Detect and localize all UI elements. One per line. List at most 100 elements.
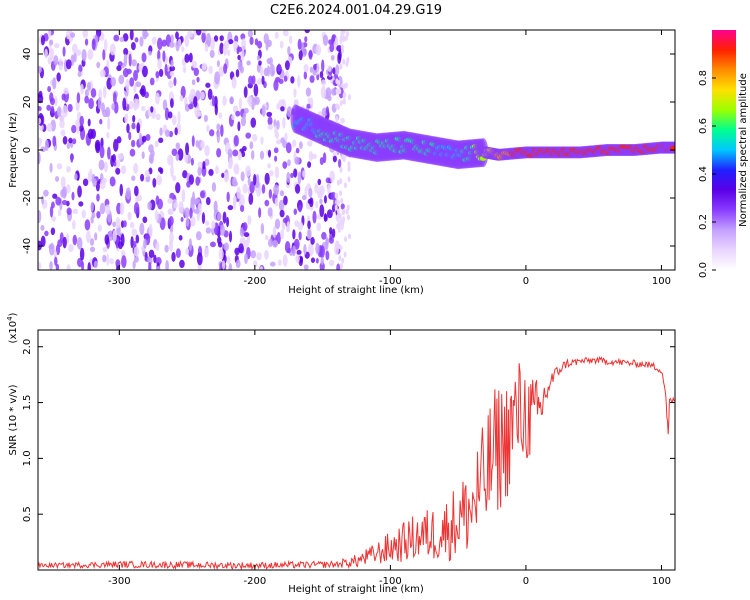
spectrogram-speckle (193, 208, 200, 214)
spectrogram-speckle (171, 251, 176, 262)
spectrogram-speckle (325, 177, 331, 184)
spectrogram-speckle (119, 202, 125, 215)
spectrogram-speckle (335, 64, 340, 76)
colorbar-scale (712, 30, 736, 270)
spectrogram-speckle (305, 87, 312, 97)
spectrogram-speckle (68, 243, 74, 253)
spectrogram-speckle (268, 188, 273, 199)
spectrogram-speckle (341, 47, 345, 54)
spectrogram-speckle (292, 229, 296, 240)
spectrogram-speckle (204, 145, 210, 157)
spectrogram-speckle (190, 157, 194, 166)
spectrogram-speckle (332, 67, 336, 75)
spectrogram-speckle (54, 176, 60, 182)
spectrogram-speckle (288, 35, 293, 44)
spectrogram-speckle (129, 77, 135, 87)
spectrogram-speckle (47, 86, 52, 93)
spectrogram-speckle (135, 234, 140, 244)
spectrogram-speckle (222, 95, 227, 106)
spectrogram-speckle (263, 33, 269, 45)
spectrogram-speckle (220, 124, 224, 137)
spectrogram-speckle (167, 198, 173, 204)
spectrogram-speckle (216, 147, 222, 158)
spectrogram-speckle (277, 63, 282, 72)
snr-frame (37, 329, 676, 571)
spectrogram-speckle (275, 139, 282, 145)
spectrogram-speckle (50, 105, 55, 114)
spectrogram-speckle (177, 110, 181, 124)
spectrogram-speckle (138, 132, 143, 145)
spectrogram-ytick-label: 0 (22, 147, 33, 153)
spectrogram-speckle (243, 107, 249, 114)
spectrogram-speckle (184, 207, 190, 218)
spectrogram-speckle (158, 137, 164, 144)
spectrogram-speckle (249, 141, 254, 150)
spectrogram-speckle (188, 52, 193, 63)
spectrogram-speckle (216, 130, 220, 144)
spectrogram-speckle (310, 237, 315, 245)
spectrogram-speckle (87, 128, 94, 140)
spectrogram-speckle (52, 193, 58, 199)
spectrogram-speckle (221, 172, 225, 178)
spectrogram-speckle (346, 214, 350, 221)
spectrogram-speckle (208, 65, 213, 75)
spectrogram-speckle (339, 178, 343, 185)
spectrogram-speckle (118, 74, 125, 85)
spectrogram-speckle (223, 242, 229, 252)
spectrogram-speckle (131, 59, 137, 67)
spectrogram-speckle (195, 30, 202, 36)
spectrogram-speckle (185, 142, 190, 156)
spectrogram-speckle (219, 35, 224, 42)
spectrogram-speckle (131, 228, 138, 237)
spectrogram-speckle (57, 209, 62, 217)
spectrogram-speckle (347, 233, 351, 240)
spectrogram-speckle (165, 260, 169, 270)
spectrogram-speckle (337, 158, 342, 168)
spectrogram-speckle (241, 38, 247, 51)
spectrogram-speckle (315, 201, 319, 209)
spectrogram-speckle (79, 115, 84, 127)
spectrogram-speckle (72, 138, 77, 145)
spectrogram-speckle (47, 56, 53, 65)
spectrogram-speckle (336, 223, 340, 230)
spectrogram-speckle (84, 89, 89, 97)
spectrogram-speckle (136, 122, 141, 134)
spectrogram-speckle (342, 216, 346, 223)
spectrogram-speckle (334, 199, 341, 206)
spectrogram-speckle (47, 30, 52, 39)
spectrogram-speckle (210, 241, 216, 248)
spectrogram-speckle (258, 60, 262, 66)
spectrogram-speckle (84, 219, 91, 231)
spectrogram-speckle (94, 232, 98, 241)
spectrogram-speckle (57, 239, 63, 248)
spectrogram-speckle (256, 252, 262, 261)
spectrogram-speckle (133, 69, 139, 82)
colorbar-tick-label: 0.2 (698, 214, 709, 230)
snr-ytick-label: 1.0 (22, 450, 33, 466)
spectrogram-speckle (51, 216, 57, 222)
spectrogram-speckle (250, 150, 255, 160)
spectrogram-speckle (336, 208, 340, 215)
spectrogram-speckle (254, 96, 260, 105)
spectrogram-speckle (104, 234, 110, 245)
spectrogram-speckle (91, 38, 96, 51)
spectrogram-speckle (188, 238, 193, 252)
spectrogram-speckle (342, 30, 346, 35)
spectrogram-speckle (339, 37, 343, 44)
spectrogram-speckle (188, 103, 194, 110)
spectrogram-speckle (239, 205, 245, 212)
spectrogram-speckle (214, 71, 221, 85)
spectrogram-ytick-label: -20 (22, 190, 33, 206)
spectrogram-speckle (60, 176, 66, 189)
spectrogram-speckle (347, 176, 351, 183)
spectrogram-speckle (228, 157, 234, 168)
spectrogram-speckle (70, 153, 74, 163)
spectrogram-speckle (122, 97, 127, 111)
spectrogram-speckle (82, 30, 89, 38)
spectrogram-speckle (342, 98, 346, 105)
spectrogram-speckle (110, 76, 116, 87)
spectrogram-speckle (66, 165, 71, 173)
spectrogram-speckle (197, 166, 202, 176)
snr-ytick-label: 2.0 (22, 339, 33, 355)
spectrogram-speckle (122, 33, 129, 42)
